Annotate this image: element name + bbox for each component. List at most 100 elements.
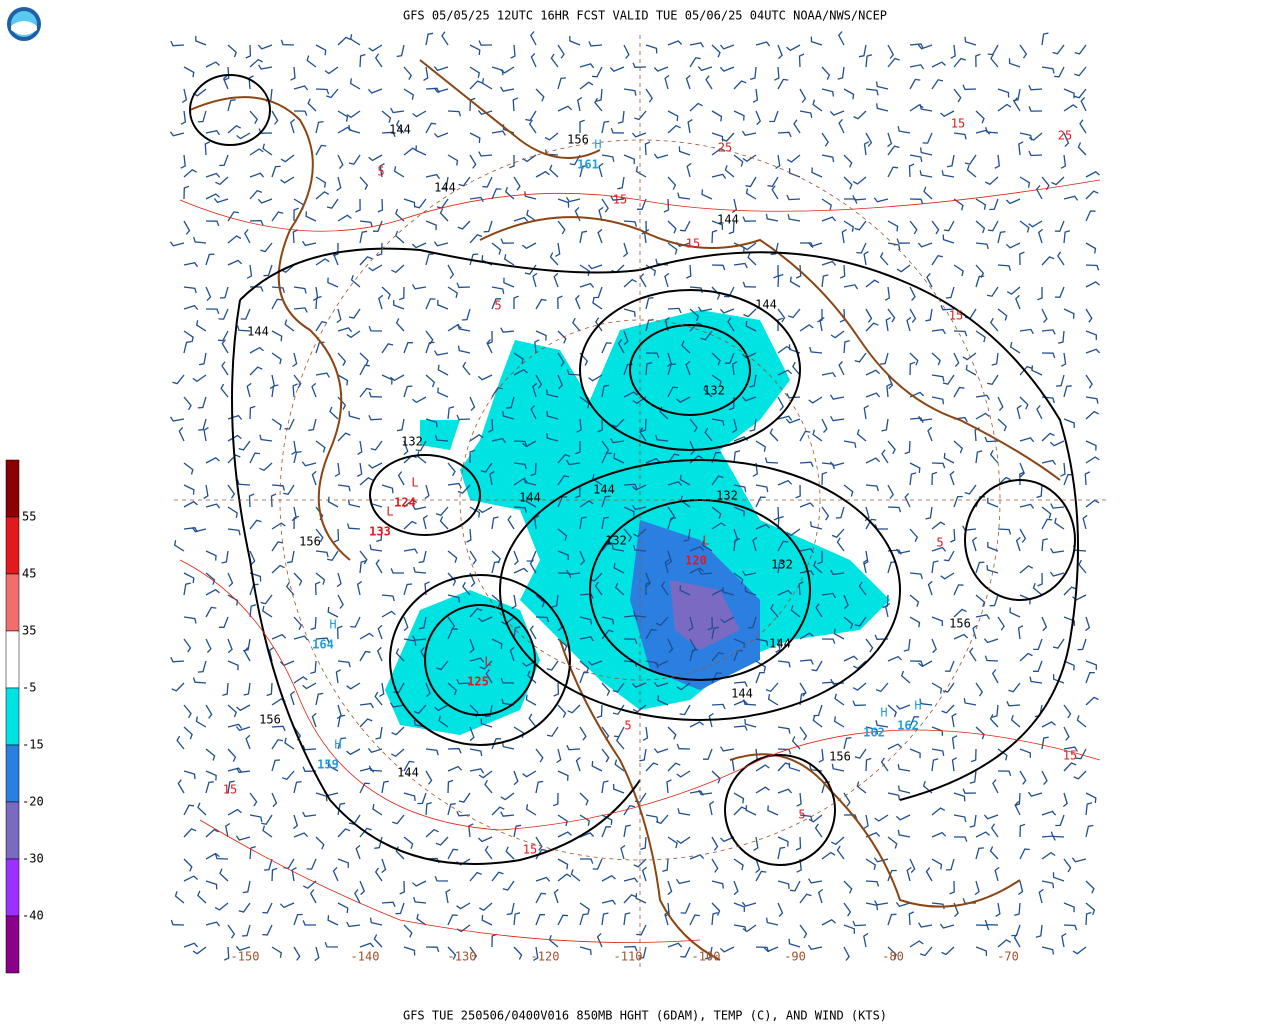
map-labels: -150 -140 -130 -120 -110 -100 -90 -80 -70H164L12… [223,117,1077,964]
wind-barb [579,832,595,838]
wind-barb [315,44,327,56]
wind-barb [403,440,409,456]
wind-barb [403,760,415,772]
wind-barb [897,829,911,838]
wind-barb [579,671,589,684]
wind-barb [333,528,340,543]
wind-barb [315,836,325,850]
wind-barb [205,172,221,178]
wind-barb [1085,281,1100,288]
logo [7,7,41,41]
wind-barb [597,228,603,244]
wind-barb [941,704,955,714]
wind-barb [906,866,912,882]
wind-barb [1082,514,1088,530]
wind-barb [391,264,405,274]
wind-barb [227,235,242,244]
wind-barb [271,110,279,125]
wind-barb [469,726,475,742]
wind-barb [183,286,197,294]
wind-barb [469,871,483,882]
wind-barb [612,704,625,715]
wind-barb [205,129,221,136]
wind-barb [197,802,207,816]
height-label: 144 [717,213,739,227]
system-symbol: L [411,476,418,490]
wind-barb [927,580,933,596]
wind-barb [513,176,521,191]
wind-barb [283,484,295,496]
wind-barb [990,823,999,838]
system-symbol: H [329,618,336,632]
wind-barb [483,220,493,233]
wind-barb [1085,616,1091,632]
wind-barb [249,58,263,68]
wind-barb [897,764,911,772]
wind-barb [557,330,567,344]
wind-barb [925,308,933,322]
wind-barb [1041,538,1048,552]
wind-barb [227,638,233,654]
wind-barb [469,196,484,203]
wind-barb [348,124,361,134]
wind-barb [909,220,918,235]
wind-barb [500,66,515,74]
wind-barb [775,638,781,653]
wind-barb [588,41,603,47]
wind-barb [381,110,392,123]
wind-barb [786,154,801,163]
wind-barb [865,308,873,323]
wind-barb [1041,770,1048,785]
wind-barb [895,901,911,908]
wind-barb [1019,176,1031,188]
wind-barb [705,75,713,90]
colorbar-segment [5,630,20,689]
wind-barb [1077,638,1087,651]
wind-barb [886,383,892,398]
wind-barb [755,484,769,493]
wind-barb [943,550,955,562]
wind-barb [553,682,560,697]
wind-barb [359,650,371,662]
wind-barb [931,220,940,235]
wind-barb [403,88,415,100]
wind-barb [623,528,632,543]
wind-barb [989,594,999,607]
wind-barb [965,364,977,376]
wind-barb [1019,220,1030,233]
wind-barb [557,814,568,827]
wind-barb [227,125,242,134]
wind-barb [1085,348,1101,354]
wind-barb [711,626,720,640]
wind-barb [909,64,925,70]
wind-barb [1060,462,1066,477]
wind-barb [235,726,251,732]
wind-barb [926,273,933,288]
wind-barb [755,110,762,126]
wind-barb [966,164,977,178]
wind-barb [843,736,852,750]
wind-barb [447,946,457,960]
wind-barb [346,921,361,928]
wind-barb [697,306,713,312]
wind-barb [529,625,537,640]
wind-barb [1063,88,1075,99]
wind-barb [403,946,416,956]
wind-barb [613,562,625,574]
wind-barb [975,450,983,464]
wind-barb [227,780,235,794]
wind-barb [1035,924,1043,938]
wind-barb [1052,44,1065,55]
wind-barb [381,343,394,354]
wind-barb [1033,638,1043,651]
wind-barb [183,261,199,268]
wind-barb [271,792,278,808]
wind-barb [601,814,613,825]
wind-barb [1028,220,1043,228]
wind-barb [831,528,845,538]
wind-barb [711,651,724,662]
wind-barb [853,660,867,670]
wind-barb [612,682,625,693]
wind-barb [601,541,614,552]
wind-barb [434,435,449,442]
